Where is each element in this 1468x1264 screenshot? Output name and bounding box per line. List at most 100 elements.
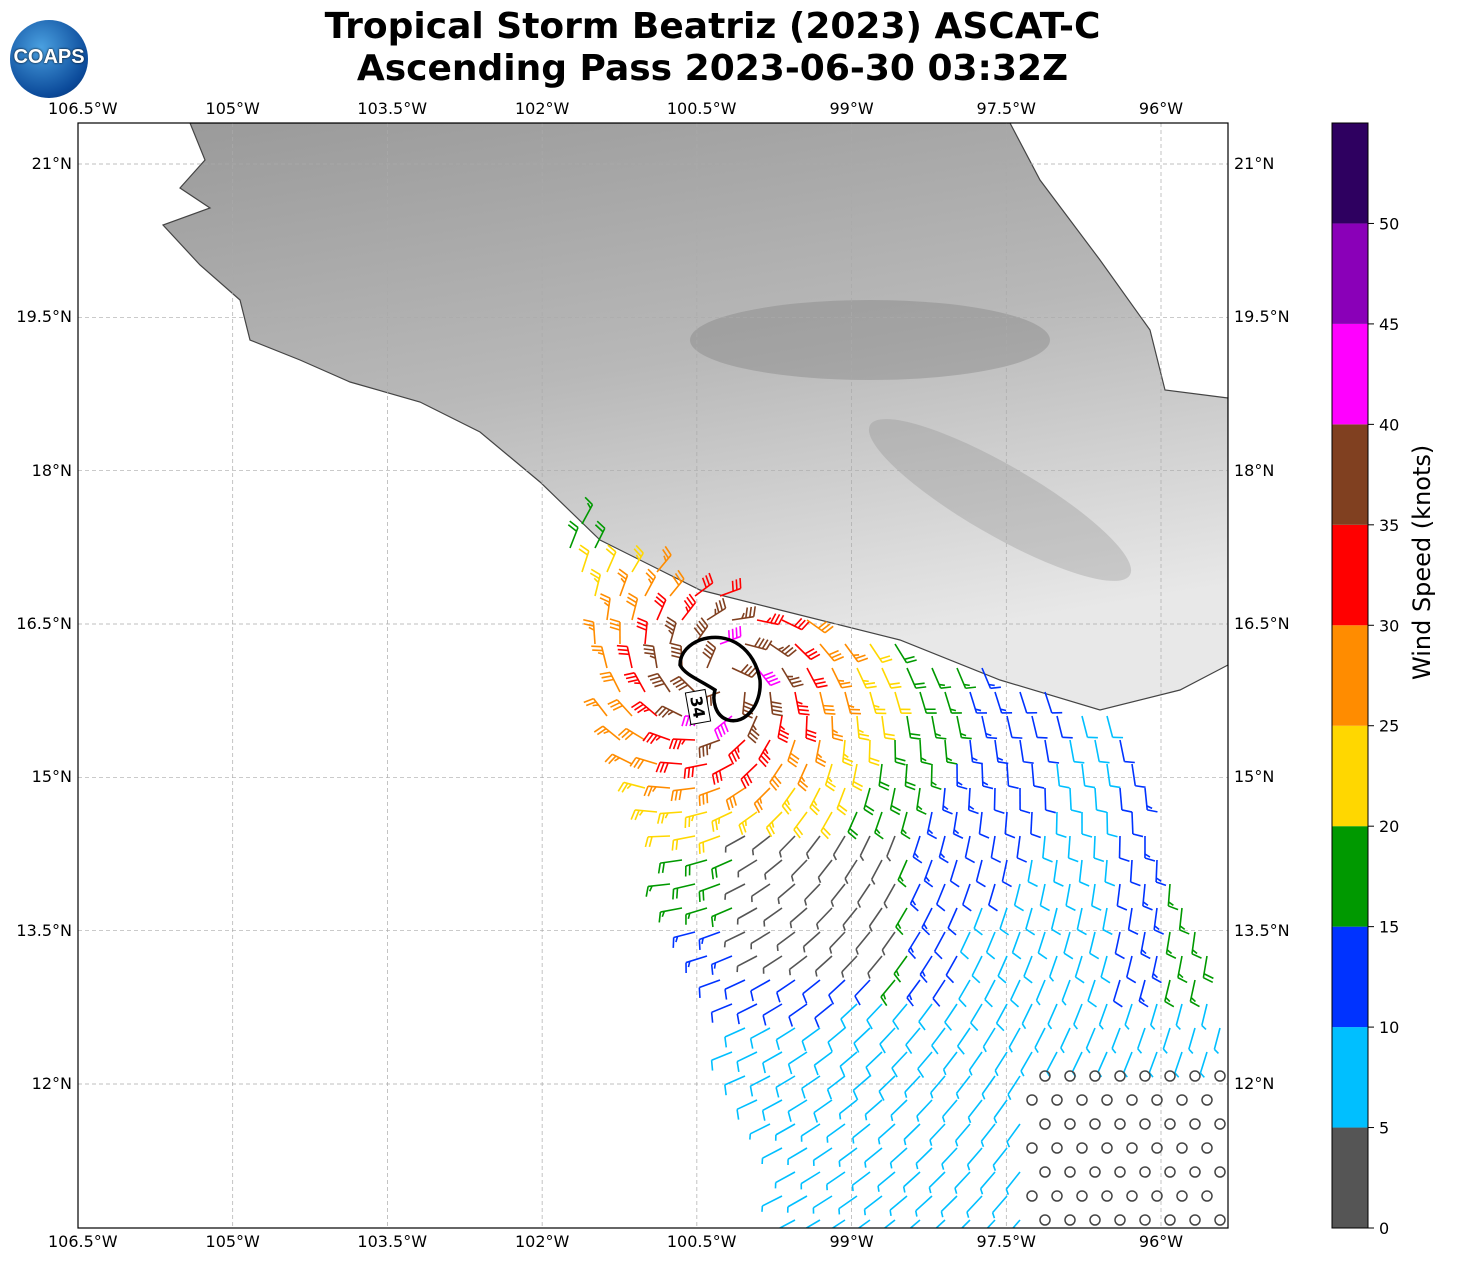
wind-barb xyxy=(838,1195,858,1215)
colorbar-segment xyxy=(1332,424,1368,525)
lon-tick-label: 96°W xyxy=(1138,99,1184,118)
wind-barb xyxy=(1021,1003,1033,1030)
wind-barb xyxy=(694,572,714,597)
wind-barb xyxy=(744,637,773,651)
wind-barb xyxy=(829,931,846,954)
colorbar-tick-label: 10 xyxy=(1379,1018,1399,1037)
wind-barb xyxy=(736,907,758,925)
wind-barb xyxy=(1063,931,1074,960)
gridlines xyxy=(78,123,1228,1228)
wind-barb xyxy=(1060,1027,1071,1054)
wind-barb xyxy=(706,597,727,621)
wind-barb xyxy=(894,643,917,664)
wind-barb xyxy=(1140,931,1151,960)
wind-barb xyxy=(1142,883,1153,911)
wind-barb xyxy=(719,577,742,597)
wind-barb xyxy=(1189,1166,1201,1178)
wind-barb xyxy=(991,1195,1008,1219)
wind-barb xyxy=(776,931,796,952)
wind-barb xyxy=(917,1051,933,1078)
lat-tick-label: 12°N xyxy=(31,1074,72,1093)
colorbar-segment xyxy=(1332,725,1368,827)
wind-barb xyxy=(993,1099,1008,1124)
wind-barb xyxy=(1094,787,1107,814)
wind-barb xyxy=(1023,955,1033,984)
wind-barb xyxy=(781,617,810,631)
wind-barb xyxy=(941,1147,958,1170)
wind-barb xyxy=(1037,931,1048,960)
wind-barb xyxy=(949,859,960,888)
wind-barb xyxy=(889,1147,908,1169)
wind-barb xyxy=(1031,715,1048,739)
colorbar-tick-label: 35 xyxy=(1379,516,1399,535)
wind-barb xyxy=(1081,715,1098,739)
wind-barb xyxy=(891,1051,908,1078)
wind-barb xyxy=(1085,1027,1096,1054)
wind-barb xyxy=(1030,811,1042,839)
wind-barb xyxy=(794,691,810,716)
wind-barb xyxy=(866,1003,883,1030)
wind-barb xyxy=(698,739,721,759)
wind-barb xyxy=(912,835,923,864)
wind-barb xyxy=(801,1075,821,1099)
wind-barb xyxy=(919,691,937,714)
wind-barb xyxy=(918,1003,933,1031)
wind-barb xyxy=(864,1147,883,1168)
wind-barb xyxy=(761,1195,783,1212)
wind-barb xyxy=(839,1051,858,1077)
wind-barb xyxy=(617,727,646,741)
wind-barb xyxy=(1189,1118,1201,1130)
wind-barb xyxy=(1102,907,1113,936)
wind-barb xyxy=(1042,835,1053,863)
wind-barb xyxy=(669,569,685,597)
wind-barb xyxy=(1214,1166,1226,1178)
wind-barb xyxy=(787,1147,808,1166)
wind-barb xyxy=(1039,1166,1051,1178)
wind-barb xyxy=(930,763,942,791)
wind-barb xyxy=(797,763,809,792)
wind-barb xyxy=(1112,979,1123,1008)
wind-barb xyxy=(994,691,1013,714)
wind-barb xyxy=(774,1171,796,1189)
colorbar-label: Wind Speed (knots) xyxy=(1408,444,1436,680)
wind-barb xyxy=(787,739,800,768)
wind-barb xyxy=(1167,883,1179,911)
wind-barb xyxy=(1006,1123,1021,1148)
wind-barb xyxy=(828,979,846,1005)
wind-barb xyxy=(1076,907,1087,936)
lon-tick-label: 96°W xyxy=(1138,1232,1184,1251)
lat-tick-label: 15°N xyxy=(1234,767,1275,787)
wind-barb xyxy=(672,931,696,948)
wind-barb xyxy=(710,1003,733,1023)
wind-barb xyxy=(842,739,854,767)
wind-barb xyxy=(915,1147,933,1170)
wind-barb xyxy=(787,1099,808,1122)
wind-barb xyxy=(993,787,1005,814)
wind-barb xyxy=(954,1123,971,1147)
wind-barb xyxy=(944,739,958,765)
wind-barb xyxy=(962,883,972,912)
wind-barb xyxy=(1139,1214,1151,1226)
colorbar-tick-label: 25 xyxy=(1379,717,1399,736)
wind-barb xyxy=(1089,1070,1101,1082)
wind-barb xyxy=(904,1075,921,1098)
wind-barb xyxy=(1064,1118,1076,1130)
wind-barb xyxy=(880,979,896,1007)
wind-barb xyxy=(814,1003,833,1028)
wind-barb xyxy=(1139,1118,1151,1130)
wind-barb xyxy=(764,859,783,880)
wind-barb xyxy=(583,697,608,717)
wind-barb xyxy=(969,739,983,765)
wind-barb xyxy=(853,1027,871,1053)
wind-barb xyxy=(1101,1190,1113,1202)
wind-barb xyxy=(967,787,979,815)
wind-barb xyxy=(1026,1190,1038,1202)
wind-barb xyxy=(599,593,611,621)
wind-barb xyxy=(973,907,983,936)
wind-barb xyxy=(1151,1190,1163,1202)
wind-barb xyxy=(890,1099,908,1122)
wind-barb xyxy=(616,644,633,669)
wind-barb xyxy=(1177,955,1188,984)
wind-barb xyxy=(940,1195,958,1218)
wind-barb xyxy=(969,691,987,714)
